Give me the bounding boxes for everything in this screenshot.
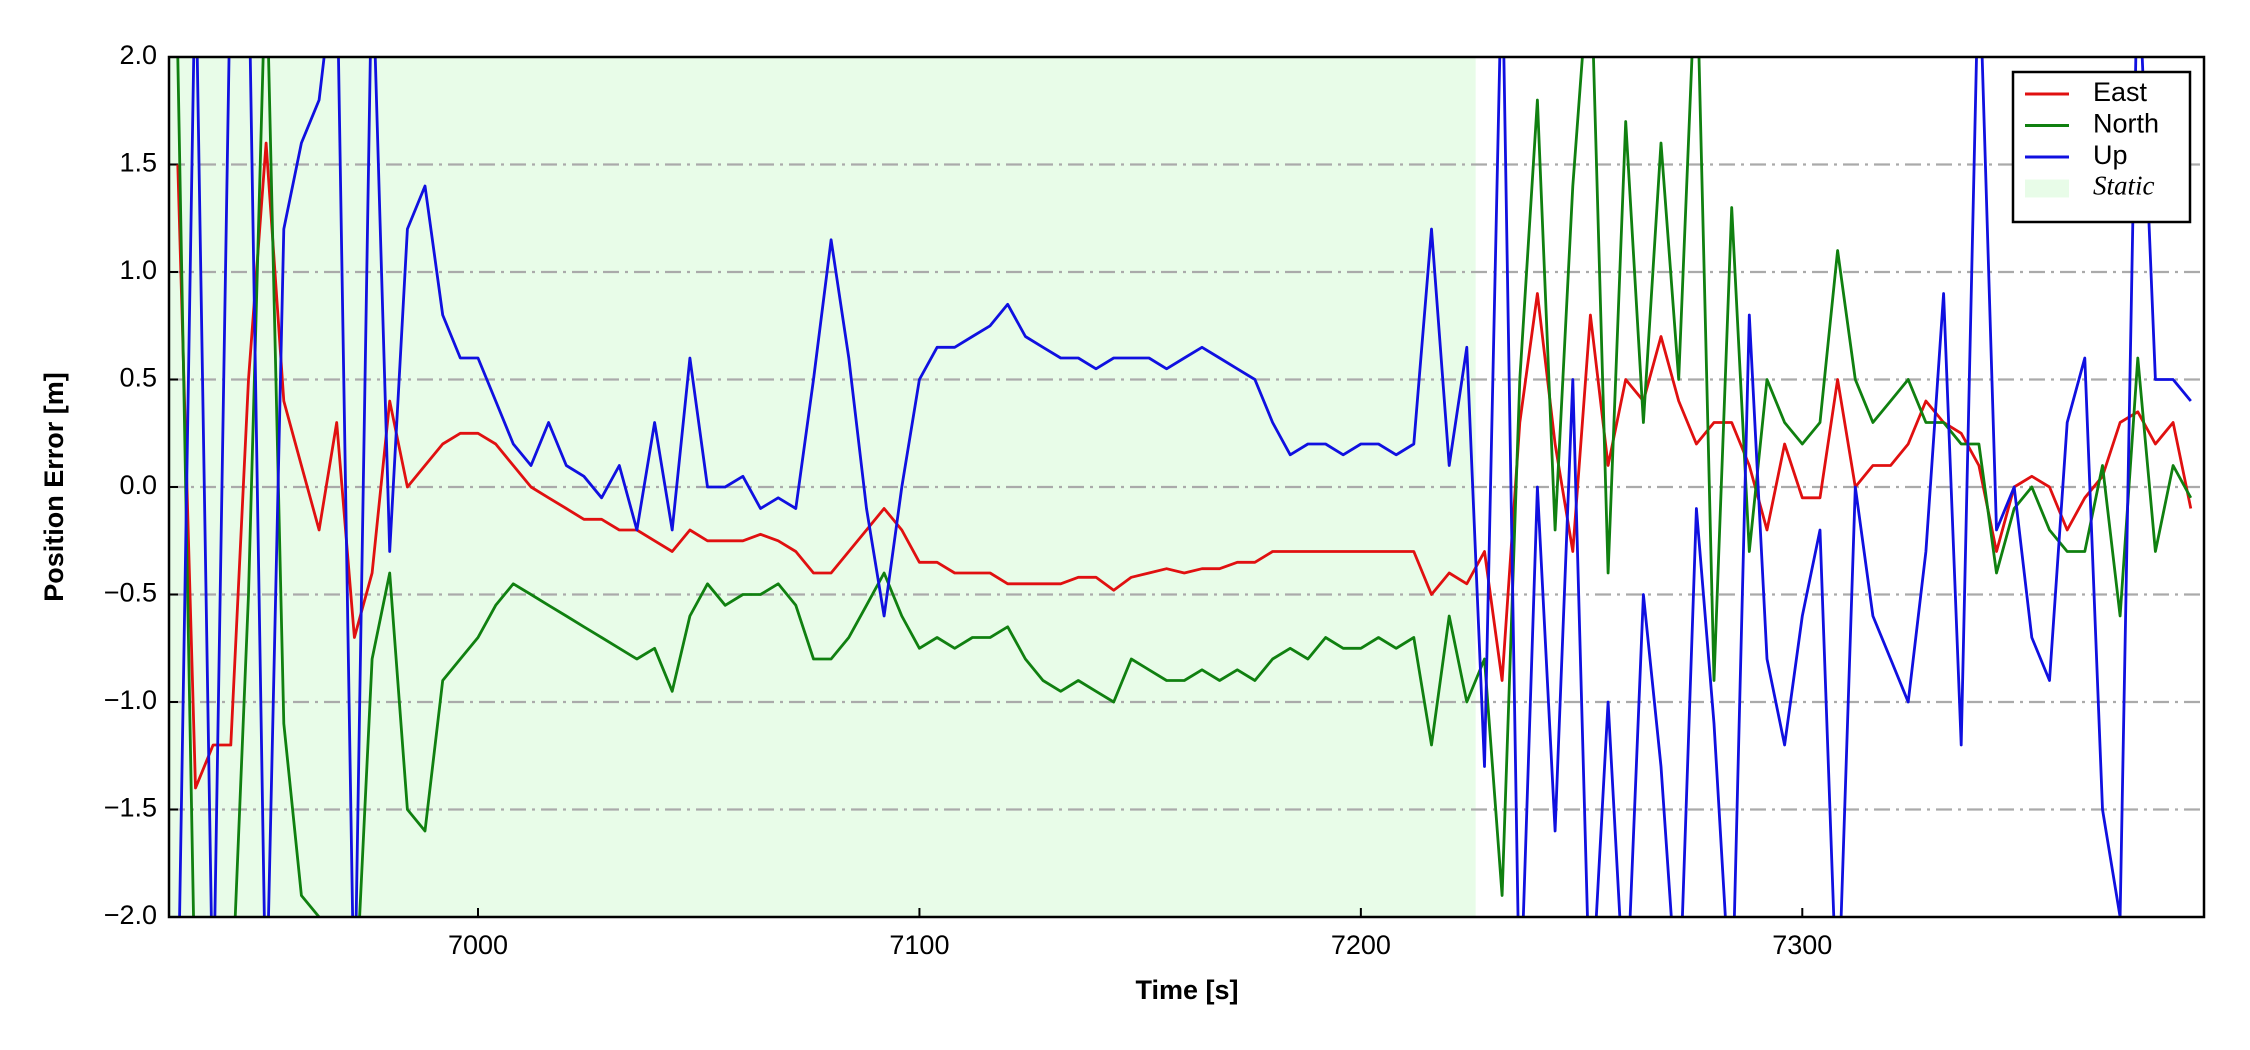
y-tick-label: −2.0: [104, 900, 157, 930]
y-axis-label: Position Error [m]: [39, 372, 69, 602]
y-tick-label: −0.5: [104, 578, 157, 608]
x-tick-label: 7100: [889, 930, 949, 960]
y-tick-label: −1.0: [104, 685, 157, 715]
plot-area: [176, 57, 2193, 917]
legend-label: North: [2093, 109, 2159, 139]
x-tick-label: 7000: [448, 930, 508, 960]
legend-label: Up: [2093, 140, 2128, 170]
y-tick-label: −1.5: [104, 793, 157, 823]
y-tick-label: 1.0: [119, 255, 157, 285]
x-tick-label: 7300: [1772, 930, 1832, 960]
y-tick-label: 0.5: [119, 363, 157, 393]
legend-label: Static: [2093, 171, 2155, 201]
series-line: [178, 57, 2192, 917]
y-tick-label: 0.0: [119, 470, 157, 500]
plot-frame: [167, 55, 2206, 919]
y-tick-label: 1.5: [119, 148, 157, 178]
x-axis-label: Time [s]: [1135, 975, 1238, 1005]
series-line: [176, 57, 2193, 917]
x-tick-label: 7200: [1331, 930, 1391, 960]
legend-swatch: [2025, 179, 2069, 198]
y-tick-label: 2.0: [119, 40, 157, 70]
legend-label: East: [2093, 77, 2148, 107]
